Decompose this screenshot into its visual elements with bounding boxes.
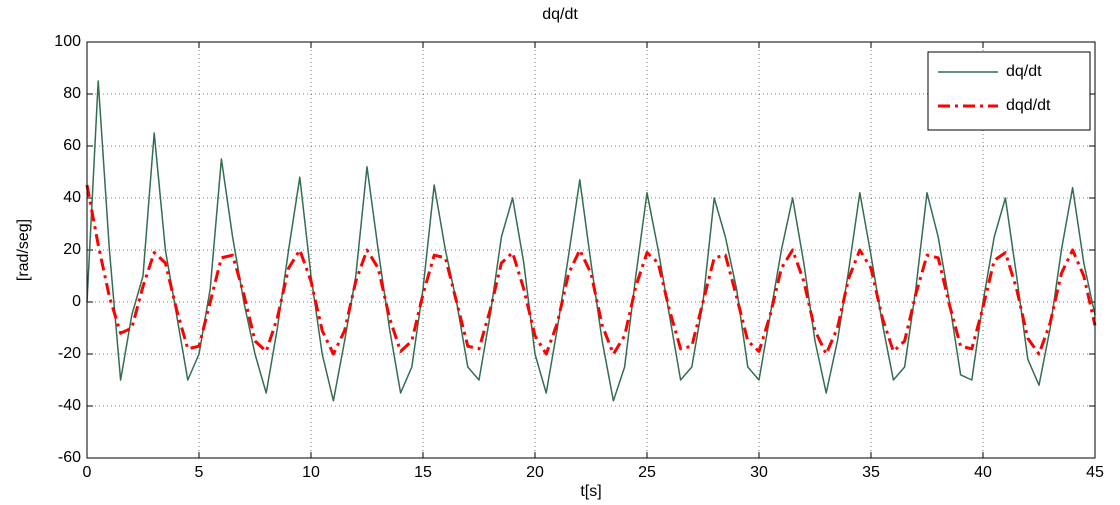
y-tick-label: -40 [58,397,81,414]
x-tick-label: 5 [195,464,204,481]
chart-title: dq/dt [542,6,578,23]
legend-label: dqd/dt [1006,97,1051,114]
legend-box [927,51,1091,131]
x-tick-label: 10 [302,464,320,481]
x-tick-label: 40 [974,464,992,481]
y-tick-label: 20 [63,241,81,258]
y-axis-label: [rad/seg] [15,219,32,281]
data-line [85,184,1097,356]
x-axis-label: t[s] [580,483,601,500]
y-tick-label: -60 [58,449,81,466]
x-tick-label: 35 [862,464,880,481]
plot-frame [86,41,1096,459]
x-tick-label: 0 [83,464,92,481]
y-tick-label: 80 [63,85,81,102]
y-tick-label: 0 [72,293,81,310]
x-tick-label: 45 [1086,464,1104,481]
legend-label: dq/dt [1006,63,1042,80]
data-line [86,80,1096,402]
y-tick-label: 60 [63,137,81,154]
x-tick-label: 15 [414,464,432,481]
x-tick-label: 30 [750,464,768,481]
y-tick-label: 100 [54,33,81,50]
x-tick-label: 25 [638,464,656,481]
y-tick-label: 40 [63,189,81,206]
x-tick-label: 20 [526,464,544,481]
y-tick-label: -20 [58,345,81,362]
